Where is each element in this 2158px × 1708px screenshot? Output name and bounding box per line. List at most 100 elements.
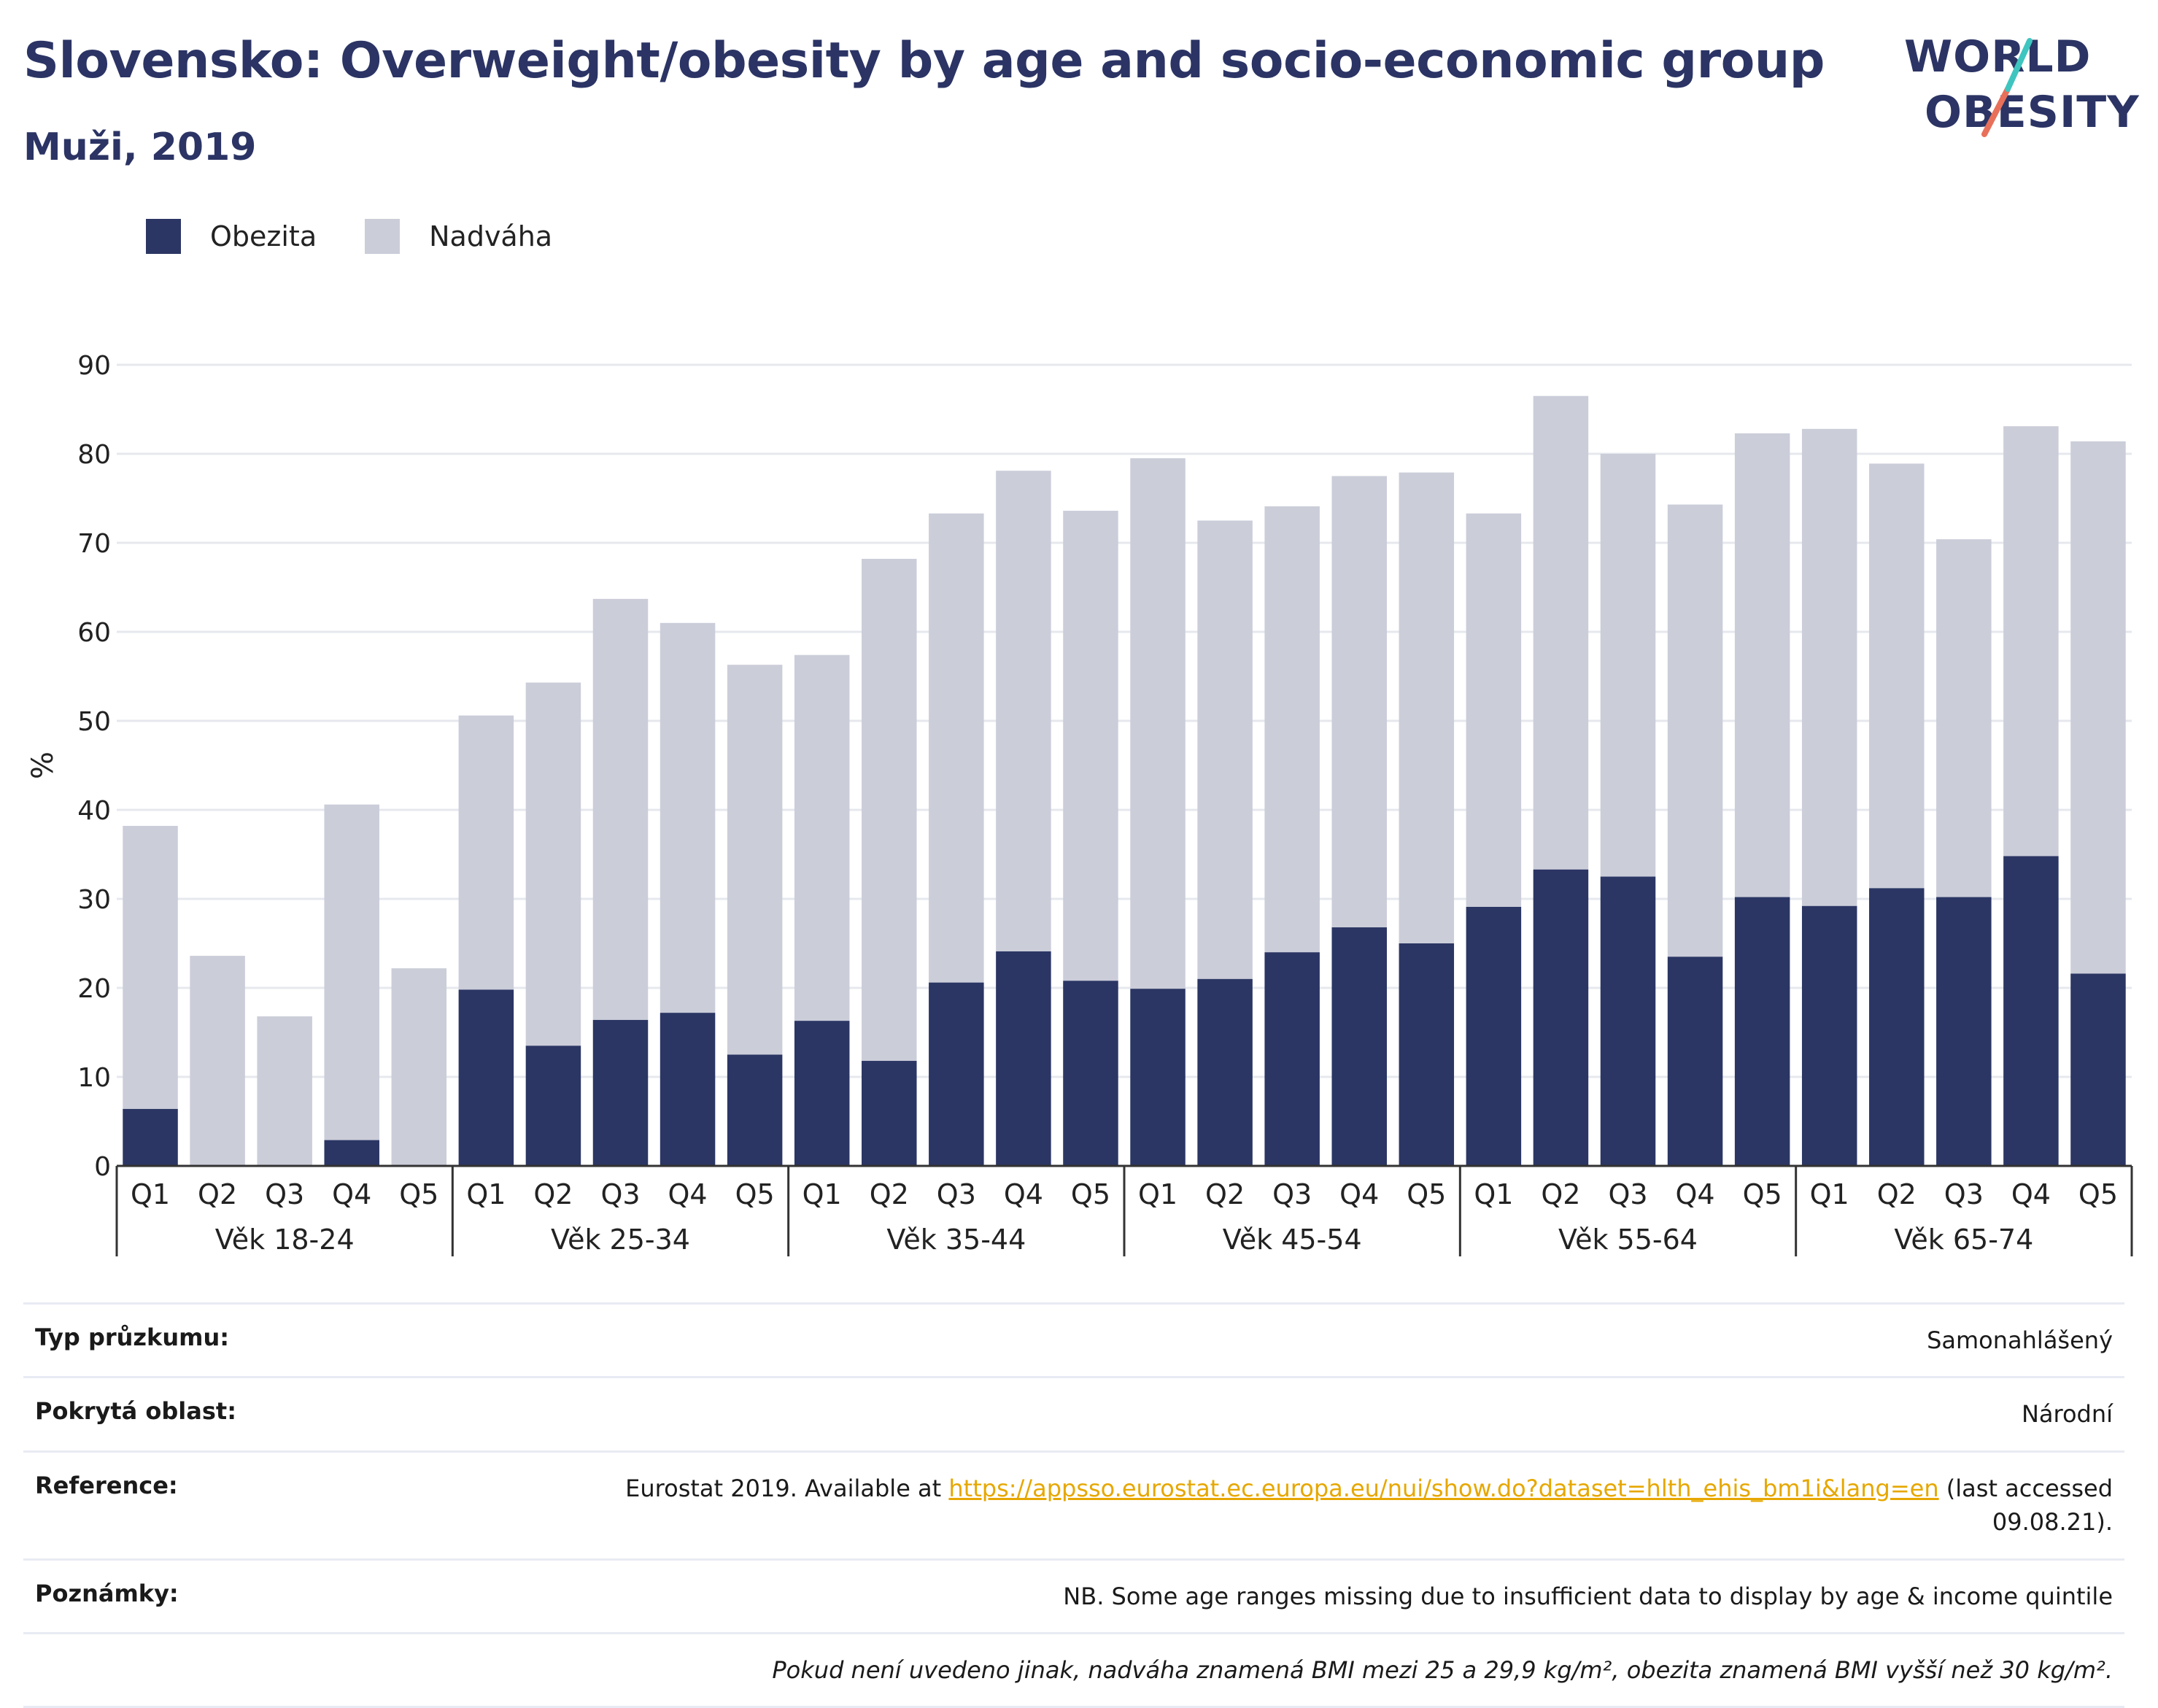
group-label: Věk 18-24 (215, 1224, 355, 1256)
bar-overweight (123, 825, 178, 1109)
info-row-footnote: Pokud není uvedeno jinak, nadváha znamen… (23, 1631, 2124, 1708)
x-tick-label: Q2 (1877, 1178, 1917, 1210)
reference-suffix: (last accessed (1938, 1474, 2113, 1502)
x-tick-label: Q1 (131, 1178, 170, 1210)
bar-overweight (1130, 458, 1186, 989)
bar-overweight (1936, 539, 1992, 897)
bar-obesity (1801, 905, 1857, 1166)
x-tick-label: Q5 (2078, 1178, 2118, 1210)
bar-obesity (862, 1061, 917, 1166)
reference-link[interactable]: https://appsso.eurostat.ec.europa.eu/nui… (948, 1474, 1939, 1502)
bar-obesity (1533, 869, 1589, 1166)
y-tick-label: 40 (77, 796, 111, 826)
bar-overweight (1399, 472, 1455, 943)
x-tick-label: Q2 (1205, 1178, 1245, 1210)
bar-obesity (123, 1108, 178, 1166)
bar-overweight (391, 968, 447, 1166)
x-tick-label: Q1 (803, 1178, 842, 1210)
bar-obesity (592, 1019, 649, 1166)
x-tick-label: Q4 (1676, 1178, 1715, 1210)
chart-subtitle: Muži, 2019 (23, 125, 257, 169)
bar-overweight (525, 682, 581, 1046)
bar-obesity (458, 989, 514, 1166)
y-axis-label: % (26, 751, 60, 779)
bar-overweight (929, 513, 984, 983)
bar-obesity (794, 1021, 850, 1166)
x-tick-label: Q5 (1743, 1178, 1782, 1210)
bar-obesity (2003, 856, 2059, 1166)
bar-overweight (1734, 433, 1790, 897)
bar-obesity (1667, 957, 1723, 1166)
bar-overweight (1667, 504, 1723, 957)
info-value: NB. Some age ranges missing due to insuf… (1063, 1582, 2113, 1610)
bar-obesity (996, 951, 1051, 1166)
bar-obesity (1869, 888, 1925, 1166)
legend-swatch-overweight (365, 219, 401, 254)
info-row-area: Pokrytá oblast: Národní (23, 1376, 2124, 1450)
world-obesity-logo: WORLD OBESITY (1904, 31, 2140, 152)
bar-overweight (727, 665, 783, 1055)
bar-obesity (1600, 876, 1656, 1166)
x-tick-label: Q4 (668, 1178, 708, 1210)
bar-overweight (1869, 463, 1925, 889)
y-tick-label: 10 (77, 1063, 111, 1093)
x-tick-label: Q3 (937, 1178, 976, 1210)
x-tick-label: Q1 (1474, 1178, 1513, 1210)
legend-label-overweight: Nadváha (429, 220, 553, 252)
footnote: Pokud není uvedeno jinak, nadváha znamen… (772, 1655, 2113, 1684)
logo-line-1: WORLD (1904, 31, 2092, 82)
y-tick-label: 50 (77, 707, 111, 737)
group-label: Věk 65-74 (1894, 1224, 2033, 1256)
x-tick-label: Q3 (1944, 1178, 1984, 1210)
x-tick-label: Q5 (1071, 1178, 1110, 1210)
bar-overweight (1600, 454, 1656, 877)
bar-obesity (525, 1046, 581, 1166)
bar-obesity (324, 1140, 379, 1166)
bar-obesity (1331, 927, 1387, 1166)
x-tick-label: Q2 (198, 1178, 237, 1210)
bar-overweight (1264, 506, 1320, 953)
legend-label-obesity: Obezita (210, 220, 317, 252)
bar-obesity (1063, 981, 1118, 1166)
bar-overweight (190, 956, 245, 1166)
x-tick-label: Q3 (265, 1178, 304, 1210)
y-tick-label: 30 (77, 885, 111, 915)
bar-overweight (458, 715, 514, 990)
bar-overweight (660, 622, 716, 1013)
bar-overweight (1197, 520, 1253, 979)
y-tick-label: 0 (94, 1152, 111, 1182)
y-tick-label: 80 (77, 440, 111, 470)
y-tick-label: 70 (77, 529, 111, 559)
bar-overweight (1063, 511, 1118, 981)
x-tick-label: Q4 (2011, 1178, 2051, 1210)
bar-obesity (1197, 978, 1253, 1166)
legend-item-obesity: Obezita (146, 219, 317, 254)
y-tick-label: 90 (77, 351, 111, 381)
x-tick-label: Q2 (533, 1178, 573, 1210)
bar-overweight (257, 1016, 312, 1166)
x-tick-label: Q4 (332, 1178, 371, 1210)
stacked-bar-chart: 0 10 20 30 40 50 60 70 80 90% Q1 Q2 Q3 Q4 Q5 Věk 18-24 Q… (26, 351, 2133, 1256)
bar-obesity (1936, 897, 1992, 1166)
info-key: Typ průzkumu: (35, 1323, 230, 1351)
y-tick-label: 60 (77, 618, 111, 648)
bar-overweight (1466, 513, 1522, 907)
chart-legend: Obezita Nadváha (146, 219, 600, 254)
x-tick-label: Q5 (735, 1178, 775, 1210)
x-tick-label: Q5 (399, 1178, 438, 1210)
bar-overweight (1801, 428, 1857, 906)
x-tick-label: Q1 (1810, 1178, 1849, 1210)
y-tick-label: 20 (77, 974, 111, 1004)
info-value: Eurostat 2019. Available at https://apps… (625, 1472, 2113, 1539)
bar-overweight (1533, 395, 1589, 870)
legend-swatch-obesity (146, 219, 181, 254)
logo-line-2: OBESITY (1925, 87, 2140, 138)
bar-obesity (1130, 989, 1186, 1166)
bar-overweight (324, 804, 379, 1140)
bar-overweight (2003, 426, 2059, 857)
bar-overweight (862, 558, 917, 1062)
info-row-notes: Poznámky: NB. Some age ranges missing du… (23, 1558, 2124, 1632)
info-value: Národní (2021, 1400, 2113, 1429)
group-label: Věk 55-64 (1558, 1224, 1698, 1256)
bar-obesity (2070, 973, 2126, 1166)
